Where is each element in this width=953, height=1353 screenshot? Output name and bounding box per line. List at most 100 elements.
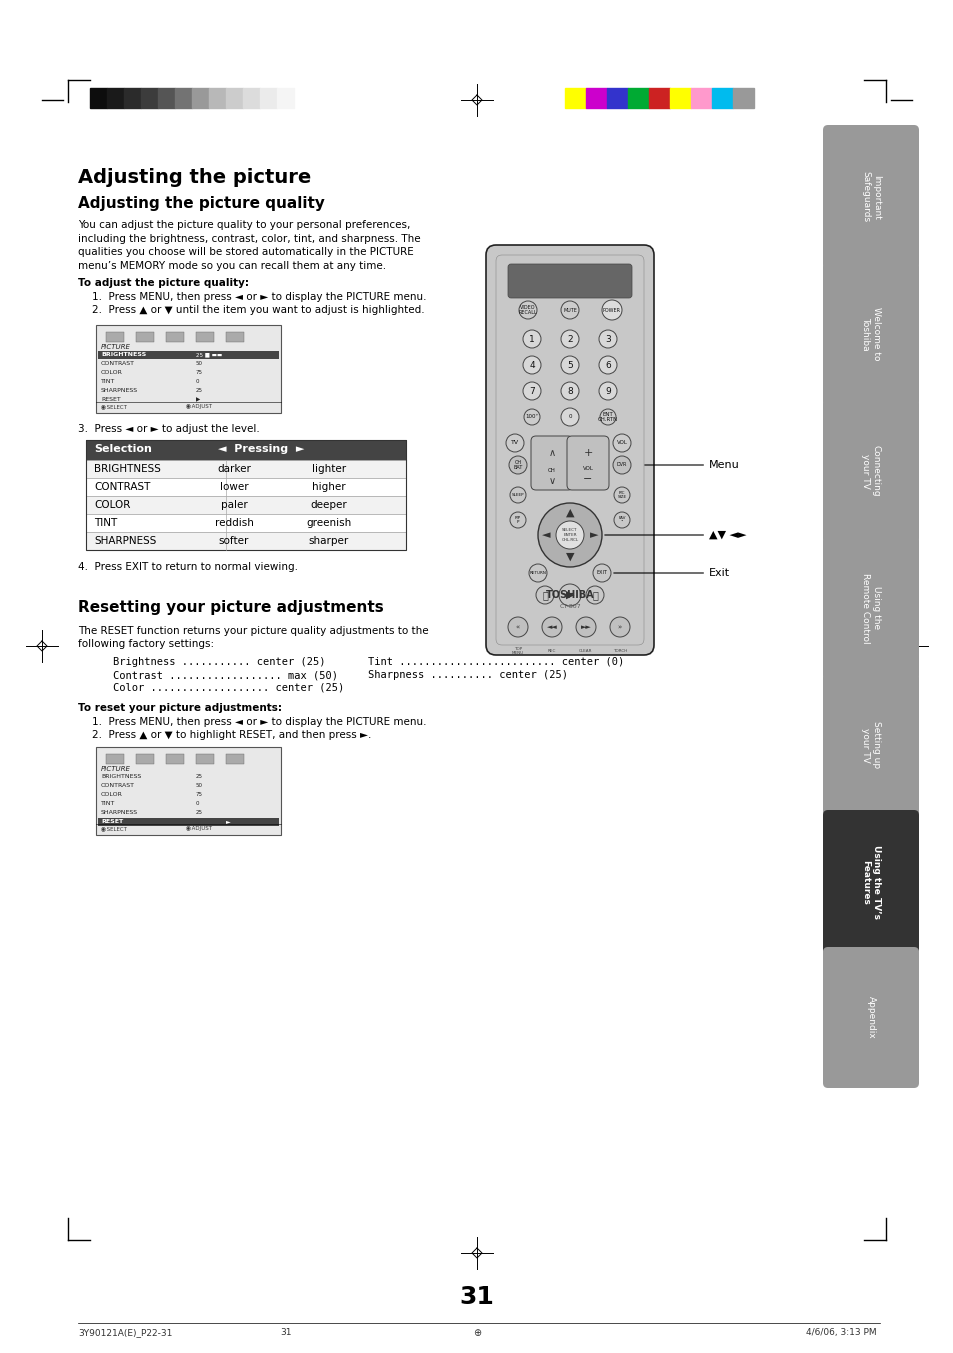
Text: 25 ■ ▬▬: 25 ■ ▬▬: [195, 352, 222, 357]
Bar: [226, 331, 244, 342]
Text: 2: 2: [567, 334, 572, 344]
Text: ▲▼ ◄►: ▲▼ ◄►: [604, 530, 745, 540]
Bar: [86, 478, 406, 497]
Circle shape: [613, 434, 630, 452]
Bar: [226, 754, 244, 764]
Bar: [276, 88, 294, 108]
Text: CH: CH: [547, 468, 556, 474]
Bar: [195, 331, 213, 342]
Circle shape: [560, 330, 578, 348]
Text: +: +: [582, 448, 592, 459]
Text: ⏹: ⏹: [592, 590, 598, 599]
Text: PICTURE: PICTURE: [101, 766, 131, 773]
Text: Connecting
your TV: Connecting your TV: [861, 445, 880, 497]
Circle shape: [556, 521, 583, 549]
Text: PIC
SIZE: PIC SIZE: [617, 491, 626, 499]
FancyBboxPatch shape: [822, 810, 918, 954]
Text: Menu: Menu: [644, 460, 739, 469]
Text: 25: 25: [195, 774, 203, 779]
Text: 6: 6: [604, 360, 610, 369]
Bar: [260, 88, 276, 108]
Text: 0: 0: [195, 379, 199, 384]
Circle shape: [536, 586, 554, 603]
Text: CONTRAST: CONTRAST: [94, 482, 151, 492]
Circle shape: [541, 617, 561, 637]
Text: sharper: sharper: [309, 536, 349, 547]
Text: The RESET function returns your picture quality adjustments to the
following fac: The RESET function returns your picture …: [78, 626, 428, 649]
Text: ▶: ▶: [565, 590, 574, 599]
Circle shape: [522, 330, 540, 348]
Text: Important
Safeguards: Important Safeguards: [861, 172, 880, 222]
Text: 7: 7: [529, 387, 535, 395]
Text: TOP
MENU: TOP MENU: [512, 647, 523, 655]
Circle shape: [560, 382, 578, 400]
Text: 31: 31: [280, 1329, 292, 1337]
Text: SLEEP: SLEEP: [511, 492, 524, 497]
FancyBboxPatch shape: [531, 436, 573, 490]
Bar: [86, 532, 406, 551]
Text: ▼: ▼: [565, 552, 574, 561]
FancyBboxPatch shape: [822, 399, 918, 543]
Text: ►►: ►►: [580, 624, 591, 630]
Text: ◄◄: ◄◄: [546, 624, 557, 630]
Text: RESET: RESET: [101, 396, 121, 402]
Circle shape: [593, 564, 610, 582]
Text: 1: 1: [529, 334, 535, 344]
Circle shape: [598, 382, 617, 400]
Text: 2.  Press ▲ or ▼ to highlight RESET, and then press ►.: 2. Press ▲ or ▼ to highlight RESET, and …: [91, 731, 371, 740]
Text: ⊕: ⊕: [473, 1329, 480, 1338]
Text: VIDEO
RECALL: VIDEO RECALL: [518, 304, 537, 315]
Text: To adjust the picture quality:: To adjust the picture quality:: [78, 277, 249, 288]
Circle shape: [505, 434, 523, 452]
Bar: [690, 88, 711, 108]
FancyBboxPatch shape: [822, 672, 918, 817]
Text: COLOR: COLOR: [101, 369, 123, 375]
Text: ◉:SELECT: ◉:SELECT: [101, 405, 128, 409]
FancyBboxPatch shape: [822, 124, 918, 269]
Bar: [192, 88, 209, 108]
Bar: [174, 88, 192, 108]
Text: COLOR: COLOR: [94, 501, 131, 510]
Text: BRIGHTNESS: BRIGHTNESS: [101, 352, 146, 357]
Text: PICTURE: PICTURE: [101, 344, 131, 350]
Bar: [90, 88, 107, 108]
Text: FAV
•: FAV •: [618, 515, 625, 525]
Text: lighter: lighter: [312, 464, 346, 474]
Bar: [96, 325, 281, 413]
Text: «: «: [516, 624, 519, 630]
Text: ▲: ▲: [565, 507, 574, 518]
Text: Adjusting the picture quality: Adjusting the picture quality: [78, 196, 325, 211]
Text: Adjusting the picture: Adjusting the picture: [78, 168, 311, 187]
Circle shape: [522, 382, 540, 400]
Bar: [86, 460, 406, 478]
Text: ◄  Pressing  ►: ◄ Pressing ►: [217, 444, 304, 455]
Text: ∧: ∧: [548, 448, 555, 459]
Bar: [86, 440, 406, 460]
Text: COLOR: COLOR: [101, 792, 123, 797]
Text: Using the TV’s
Features: Using the TV’s Features: [861, 846, 880, 919]
Bar: [166, 754, 184, 764]
Text: 75: 75: [195, 792, 203, 797]
Text: VOL: VOL: [616, 441, 627, 445]
Bar: [732, 88, 753, 108]
Text: deeper: deeper: [311, 501, 347, 510]
Text: SHARPNESS: SHARPNESS: [94, 536, 156, 547]
Text: TINT: TINT: [94, 518, 117, 528]
Circle shape: [523, 409, 539, 425]
Text: 50: 50: [195, 361, 203, 367]
Circle shape: [507, 617, 527, 637]
Text: 1.  Press MENU, then press ◄ or ► to display the PICTURE menu.: 1. Press MENU, then press ◄ or ► to disp…: [91, 717, 426, 727]
Text: 4/6/06, 3:13 PM: 4/6/06, 3:13 PM: [805, 1329, 876, 1337]
Text: −: −: [582, 474, 592, 484]
Bar: [166, 331, 184, 342]
Bar: [86, 514, 406, 532]
Bar: [195, 754, 213, 764]
Text: 75: 75: [195, 369, 203, 375]
Text: Selection: Selection: [94, 444, 152, 455]
Bar: [648, 88, 669, 108]
FancyBboxPatch shape: [485, 245, 654, 655]
Text: Color ................... center (25): Color ................... center (25): [112, 683, 344, 693]
Text: BRIGHTNESS: BRIGHTNESS: [101, 774, 141, 779]
Circle shape: [518, 300, 537, 319]
Circle shape: [537, 503, 601, 567]
